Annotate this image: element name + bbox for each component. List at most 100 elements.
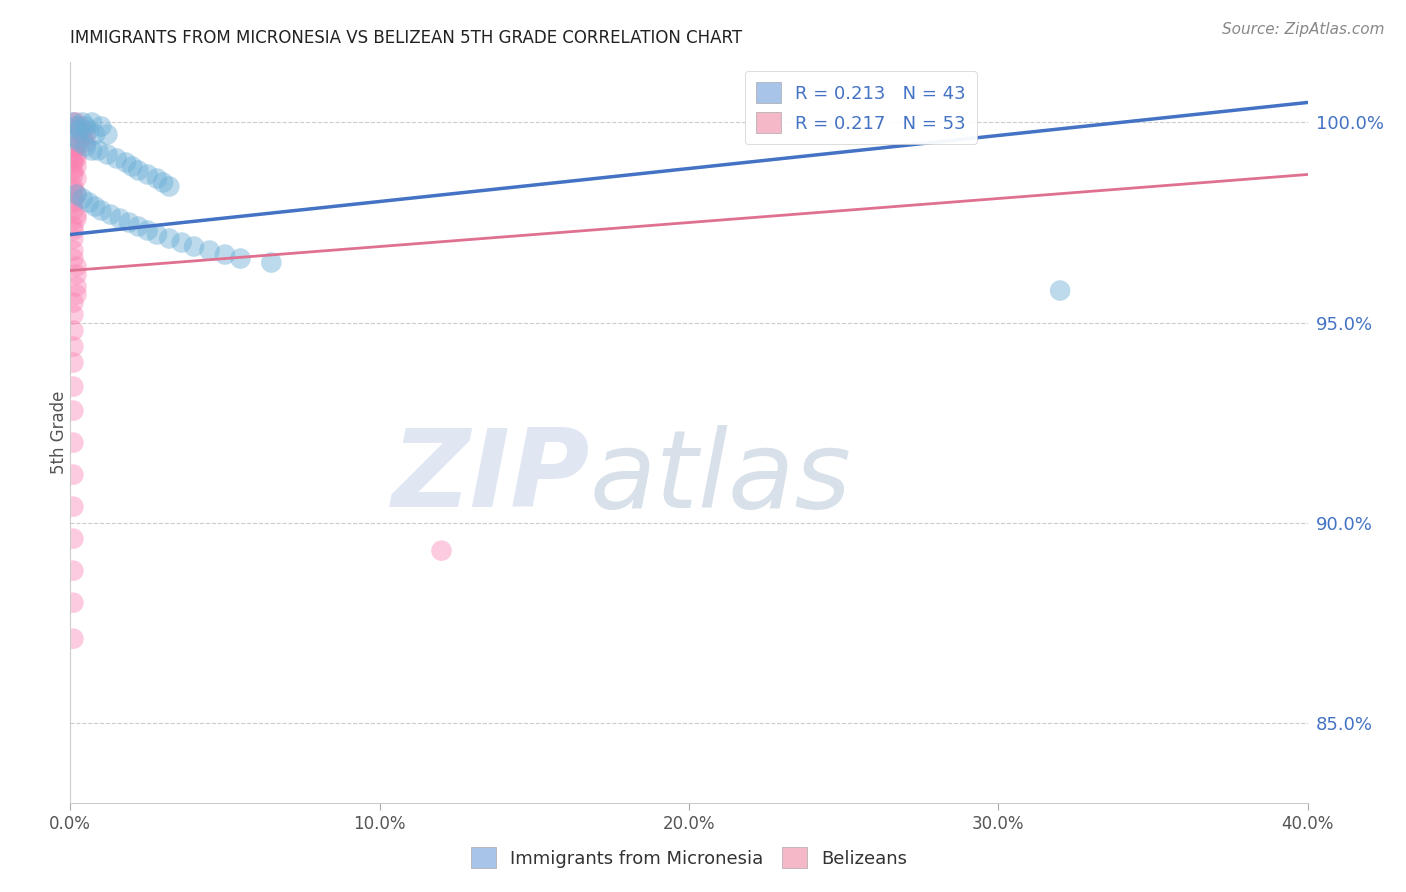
Point: [62, 120, 84, 134]
Point: [430, 543, 453, 558]
Point: [146, 227, 169, 242]
Point: [136, 223, 159, 237]
Point: [65, 187, 87, 202]
Point: [62, 564, 84, 578]
Text: atlas: atlas: [591, 425, 852, 530]
Point: [65, 268, 87, 282]
Point: [214, 247, 236, 261]
Y-axis label: 5th Grade: 5th Grade: [51, 391, 67, 475]
Point: [96, 147, 118, 161]
Point: [96, 128, 118, 142]
Point: [62, 379, 84, 393]
Point: [260, 255, 283, 269]
Point: [157, 179, 180, 194]
Point: [65, 287, 87, 301]
Point: [80, 115, 103, 129]
Point: [62, 295, 84, 310]
Point: [62, 324, 84, 338]
Point: [62, 163, 84, 178]
Point: [146, 171, 169, 186]
Point: [157, 231, 180, 245]
Point: [62, 252, 84, 266]
Point: [62, 195, 84, 210]
Point: [108, 211, 131, 226]
Point: [69, 120, 91, 134]
Point: [136, 168, 159, 182]
Point: [65, 160, 87, 174]
Point: [65, 187, 87, 202]
Point: [75, 136, 97, 150]
Point: [62, 435, 84, 450]
Point: [75, 128, 97, 142]
Point: [170, 235, 193, 250]
Point: [198, 244, 221, 258]
Point: [118, 215, 141, 229]
Text: ZIP: ZIP: [392, 424, 591, 530]
Point: [62, 144, 84, 158]
Point: [62, 168, 84, 182]
Point: [65, 139, 87, 153]
Point: [72, 123, 94, 137]
Point: [62, 115, 84, 129]
Point: [62, 355, 84, 369]
Point: [80, 144, 103, 158]
Point: [62, 219, 84, 234]
Point: [65, 131, 87, 145]
Point: [62, 467, 84, 482]
Point: [105, 152, 128, 166]
Point: [72, 131, 94, 145]
Point: [62, 231, 84, 245]
Point: [62, 596, 84, 610]
Point: [121, 160, 143, 174]
Point: [65, 123, 87, 137]
Point: [183, 239, 205, 253]
Point: [127, 163, 149, 178]
Point: [62, 340, 84, 354]
Point: [62, 308, 84, 322]
Point: [84, 128, 107, 142]
Text: Source: ZipAtlas.com: Source: ZipAtlas.com: [1222, 22, 1385, 37]
Point: [65, 211, 87, 226]
Point: [1049, 284, 1071, 298]
Point: [115, 155, 138, 169]
Point: [90, 203, 112, 218]
Point: [65, 147, 87, 161]
Point: [87, 144, 110, 158]
Point: [65, 152, 87, 166]
Legend: Immigrants from Micronesia, Belizeans: Immigrants from Micronesia, Belizeans: [464, 840, 914, 875]
Point: [65, 260, 87, 274]
Point: [65, 120, 87, 134]
Point: [75, 120, 97, 134]
Point: [65, 279, 87, 293]
Point: [62, 139, 84, 153]
Point: [62, 184, 84, 198]
Point: [65, 171, 87, 186]
Point: [62, 403, 84, 417]
Point: [65, 115, 87, 129]
Point: [77, 195, 100, 210]
Point: [75, 139, 97, 153]
Point: [100, 207, 122, 221]
Point: [62, 632, 84, 646]
Point: [62, 500, 84, 514]
Point: [69, 128, 91, 142]
Point: [62, 152, 84, 166]
Point: [72, 115, 94, 129]
Point: [62, 223, 84, 237]
Point: [62, 192, 84, 206]
Point: [77, 123, 100, 137]
Point: [90, 120, 112, 134]
Point: [62, 244, 84, 258]
Point: [65, 207, 87, 221]
Point: [69, 123, 91, 137]
Point: [72, 192, 94, 206]
Point: [127, 219, 149, 234]
Point: [62, 203, 84, 218]
Text: IMMIGRANTS FROM MICRONESIA VS BELIZEAN 5TH GRADE CORRELATION CHART: IMMIGRANTS FROM MICRONESIA VS BELIZEAN 5…: [70, 29, 742, 47]
Point: [62, 179, 84, 194]
Point: [69, 136, 91, 150]
Point: [62, 155, 84, 169]
Point: [84, 200, 107, 214]
Point: [62, 115, 84, 129]
Point: [152, 176, 174, 190]
